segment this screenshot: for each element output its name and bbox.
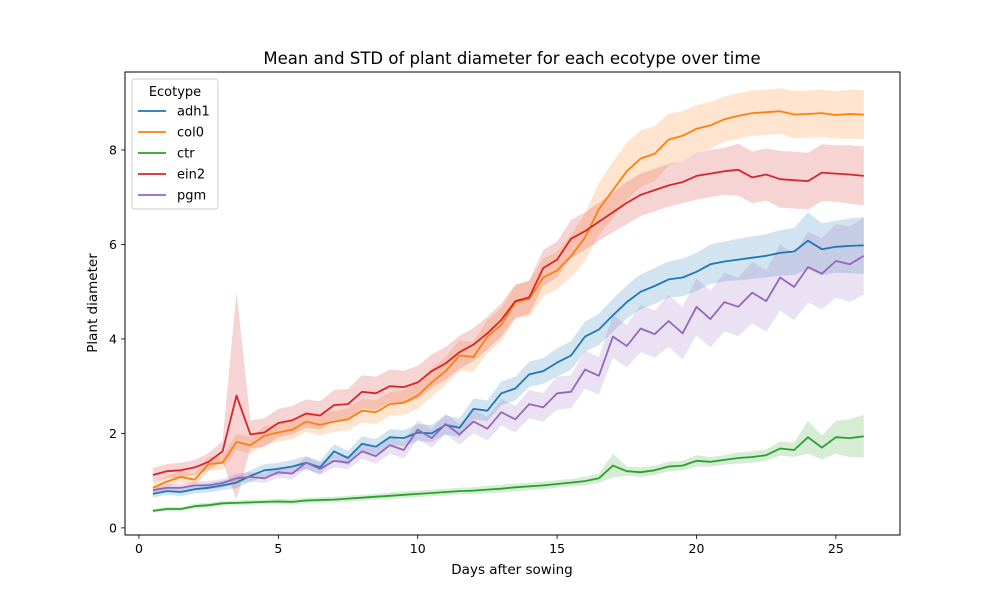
std-band-adh1: [152, 212, 864, 498]
std-band-col0: [152, 88, 864, 493]
legend-label-ctr: ctr: [177, 147, 195, 162]
series-line-ein2: [152, 168, 864, 476]
legend-label-adh1: adh1: [177, 105, 210, 120]
legend-label-col0: col0: [177, 126, 204, 141]
chart-title: Mean and STD of plant diameter for each …: [263, 49, 760, 68]
mean-lines: [152, 110, 865, 512]
y-tick-label: 8: [109, 142, 117, 157]
y-tick-label: 0: [109, 520, 117, 535]
x-axis-ticks: 0 5 10 15 20 25: [135, 535, 844, 556]
series-line-adh1: [152, 239, 864, 495]
y-tick-label: 4: [109, 331, 117, 346]
legend-items: adh1 col0 ctr ein2 pgm: [138, 105, 210, 204]
y-axis-label: Plant diameter: [85, 253, 101, 353]
x-tick-label: 20: [689, 541, 705, 556]
x-tick-label: 0: [135, 541, 143, 556]
series-line-pgm: [152, 255, 865, 491]
legend-label-pgm: pgm: [177, 189, 206, 204]
legend-label-ein2: ein2: [177, 168, 205, 183]
series-line-ctr: [152, 435, 864, 512]
x-tick-label: 25: [828, 541, 844, 556]
x-axis-label: Days after sowing: [451, 562, 572, 578]
y-tick-label: 6: [109, 237, 117, 252]
y-tick-label: 2: [109, 426, 117, 441]
std-band-ein2: [152, 143, 864, 500]
series-line-col0: [152, 110, 864, 489]
x-tick-label: 10: [410, 541, 426, 556]
x-tick-label: 15: [549, 541, 565, 556]
x-tick-label: 5: [274, 541, 282, 556]
legend: Ecotype adh1 col0 ctr ein2 pgm: [131, 78, 219, 210]
plot-area-frame: [124, 71, 901, 536]
legend-title: Ecotype: [149, 85, 201, 100]
std-bands: [152, 88, 864, 513]
y-axis-ticks: 0 2 4 6 8: [109, 142, 125, 535]
